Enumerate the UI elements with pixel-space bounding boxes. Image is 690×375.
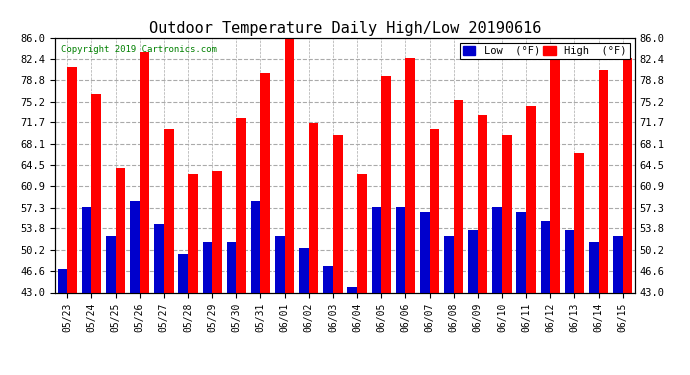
Bar	[574, 153, 584, 292]
Bar	[188, 174, 198, 292]
Bar	[178, 254, 188, 292]
Bar	[91, 94, 101, 292]
Bar	[106, 236, 116, 292]
Bar	[493, 207, 502, 292]
Bar	[58, 269, 68, 292]
Bar	[284, 38, 295, 292]
Bar	[598, 70, 608, 292]
Bar	[564, 230, 574, 292]
Bar	[154, 224, 164, 292]
Bar	[130, 201, 139, 292]
Bar	[323, 266, 333, 292]
Bar	[589, 242, 598, 292]
Bar	[420, 213, 429, 292]
Bar	[406, 58, 415, 292]
Bar	[613, 236, 622, 292]
Bar	[541, 221, 551, 292]
Bar	[308, 123, 319, 292]
Bar	[468, 230, 477, 292]
Bar	[477, 115, 487, 292]
Bar	[213, 171, 221, 292]
Bar	[226, 242, 236, 292]
Bar	[275, 236, 285, 292]
Title: Outdoor Temperature Daily High/Low 20190616: Outdoor Temperature Daily High/Low 20190…	[149, 21, 541, 36]
Bar	[164, 129, 174, 292]
Bar	[203, 242, 213, 292]
Bar	[299, 248, 309, 292]
Bar	[551, 58, 560, 292]
Bar	[502, 135, 512, 292]
Bar	[516, 213, 526, 292]
Bar	[139, 53, 149, 292]
Bar	[372, 207, 382, 292]
Bar	[236, 117, 246, 292]
Bar	[260, 73, 270, 292]
Bar	[381, 76, 391, 292]
Bar	[348, 286, 357, 292]
Bar	[251, 201, 261, 292]
Bar	[68, 67, 77, 292]
Bar	[357, 174, 367, 292]
Bar	[333, 135, 342, 292]
Bar	[116, 168, 126, 292]
Bar	[82, 207, 91, 292]
Text: Copyright 2019 Cartronics.com: Copyright 2019 Cartronics.com	[61, 45, 217, 54]
Bar	[429, 129, 440, 292]
Bar	[526, 106, 535, 292]
Bar	[622, 58, 632, 292]
Legend: Low  (°F), High  (°F): Low (°F), High (°F)	[460, 43, 629, 59]
Bar	[454, 100, 463, 292]
Bar	[396, 207, 406, 292]
Bar	[444, 236, 454, 292]
